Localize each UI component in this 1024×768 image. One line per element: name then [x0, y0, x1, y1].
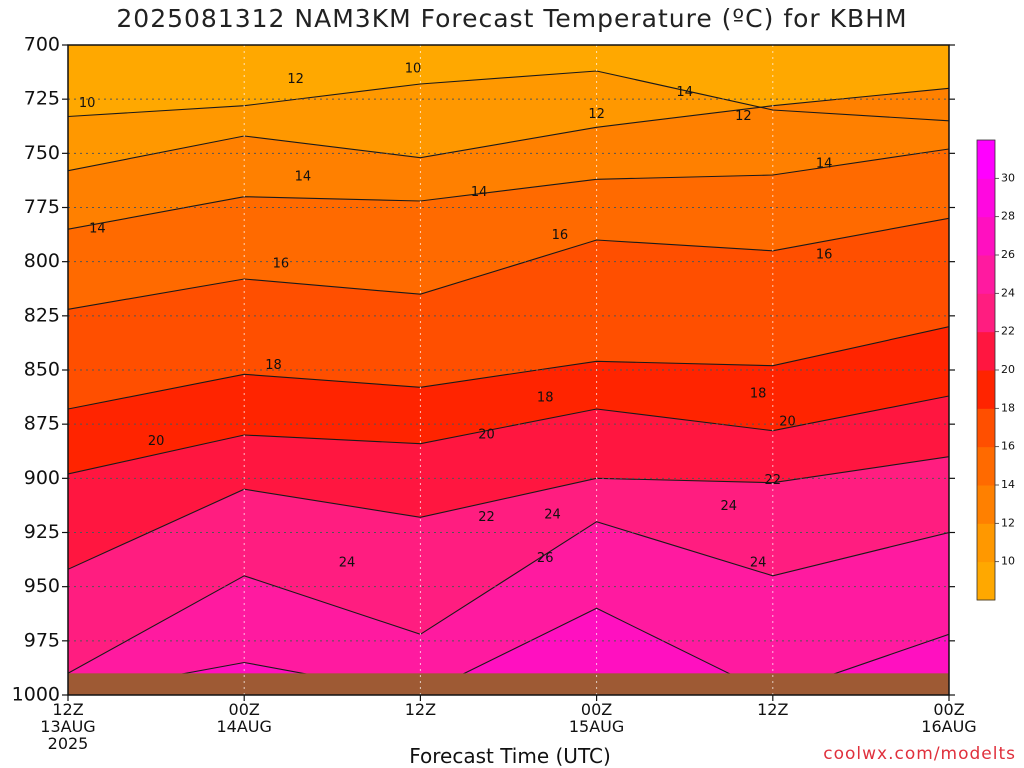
isotherm-12 — [68, 87, 949, 172]
y-tick-label: 900 — [24, 467, 60, 489]
y-tick-label: 850 — [24, 359, 60, 381]
colorbar-label: 14 — [1001, 478, 1015, 491]
isotherm-14 — [68, 148, 949, 230]
credit-link[interactable]: coolwx.com/modelts — [823, 744, 1016, 764]
colorbar-label: 30 — [1001, 171, 1015, 184]
contour-label: 12 — [287, 72, 304, 87]
contour-label: 24 — [750, 555, 767, 570]
colorbar-label: 28 — [1001, 210, 1015, 223]
colorbar-swatch — [977, 293, 995, 333]
contour-label: 16 — [816, 248, 833, 263]
chart-title: 2025081312 NAM3KM Forecast Temperature (… — [116, 4, 908, 33]
y-tick-label: 725 — [24, 88, 60, 110]
contour-label: 10 — [79, 96, 96, 111]
y-tick-label: 875 — [24, 413, 60, 435]
x-tick-label: 13AUG — [40, 717, 95, 736]
colorbar-swatch — [977, 561, 995, 601]
colorbar-swatch — [977, 255, 995, 294]
x-tick-label: 14AUG — [216, 717, 271, 736]
contour-label: 18 — [537, 391, 554, 406]
contour-label: 14 — [89, 222, 106, 237]
colorbar-swatch — [977, 523, 995, 563]
x-tick-label: 15AUG — [569, 717, 624, 736]
contour-label: 14 — [295, 170, 312, 185]
colorbar-label: 18 — [1001, 401, 1015, 414]
contour-label: 20 — [148, 434, 165, 449]
colorbar-label: 16 — [1001, 440, 1015, 453]
isotherm-10 — [68, 70, 949, 122]
x-tick-label: 00Z — [229, 700, 260, 719]
contour-label: 14 — [471, 185, 488, 200]
contour-label: 22 — [478, 510, 495, 525]
colorbar-swatch — [977, 446, 995, 486]
y-tick-label: 925 — [24, 521, 60, 543]
colorbar-swatch — [977, 370, 995, 409]
colorbar-swatch — [977, 140, 995, 179]
contour-label: 10 — [405, 61, 422, 76]
contour-label: 16 — [273, 256, 290, 271]
y-axis: 700 725 750 775 800 825 850 875 900 925 950 975 1000 — [12, 34, 955, 706]
contour-label: 20 — [779, 415, 796, 430]
colorbar-label: 10 — [1001, 555, 1015, 568]
y-tick-label: 800 — [24, 250, 60, 272]
isotherm-16 — [68, 217, 949, 310]
y-tick-label: 700 — [24, 34, 60, 56]
contour-label: 14 — [816, 157, 833, 172]
x-tick-label: 00Z — [933, 700, 964, 719]
colorbar-label: 12 — [1001, 516, 1015, 529]
colorbar-swatch — [977, 216, 995, 256]
x-tick-label: 00Z — [581, 700, 612, 719]
x-tick-label: 12Z — [52, 700, 83, 719]
colorbar-swatch — [977, 408, 995, 448]
contour-label: 18 — [265, 358, 282, 373]
contour-label: 12 — [588, 107, 605, 122]
contour-label: 16 — [552, 228, 569, 243]
contour-label: 24 — [720, 499, 737, 514]
isotherm-24 — [68, 521, 949, 674]
colorbar-label: 26 — [1001, 248, 1015, 261]
colorbar-swatch — [977, 178, 995, 218]
x-tick-label: 12Z — [757, 700, 788, 719]
contour-label: 18 — [750, 386, 767, 401]
isotherm-22 — [68, 456, 949, 570]
colorbar-label: 22 — [1001, 325, 1015, 338]
colorbar: 10 12 14 16 18 20 22 24 26 28 30 — [976, 139, 1015, 601]
isotherm-20 — [68, 395, 949, 475]
contour-label: 22 — [765, 473, 782, 488]
x-tick-label: 12Z — [405, 700, 436, 719]
x-tick-label: 16AUG — [921, 717, 976, 736]
contour-label: 14 — [676, 85, 693, 100]
y-tick-label: 950 — [24, 575, 60, 597]
contour-label: 24 — [544, 508, 561, 523]
contour-label: 26 — [537, 551, 554, 566]
colorbar-swatch — [977, 485, 995, 524]
contour-label: 24 — [339, 555, 356, 570]
y-tick-label: 775 — [24, 196, 60, 218]
y-tick-label: 750 — [24, 142, 60, 164]
x-tick-label: 2025 — [48, 734, 89, 753]
grid-lines — [68, 45, 949, 695]
colorbar-label: 24 — [1001, 286, 1015, 299]
plot-area: 10 10 12 12 12 14 14 14 14 14 16 16 16 18 18 18 20 20 20 22… — [68, 45, 949, 695]
contour-label: 12 — [735, 109, 752, 124]
ground-band — [68, 673, 949, 695]
x-axis-title: Forecast Time (UTC) — [409, 744, 611, 768]
isotherm-18 — [68, 326, 949, 410]
y-tick-label: 825 — [24, 304, 60, 326]
colorbar-swatch — [977, 331, 995, 371]
colorbar-label: 20 — [1001, 363, 1015, 376]
y-tick-label: 975 — [24, 629, 60, 651]
temp-band-24 — [68, 521, 949, 695]
contour-label: 20 — [478, 428, 495, 443]
y-tick-label: 1000 — [12, 684, 60, 706]
